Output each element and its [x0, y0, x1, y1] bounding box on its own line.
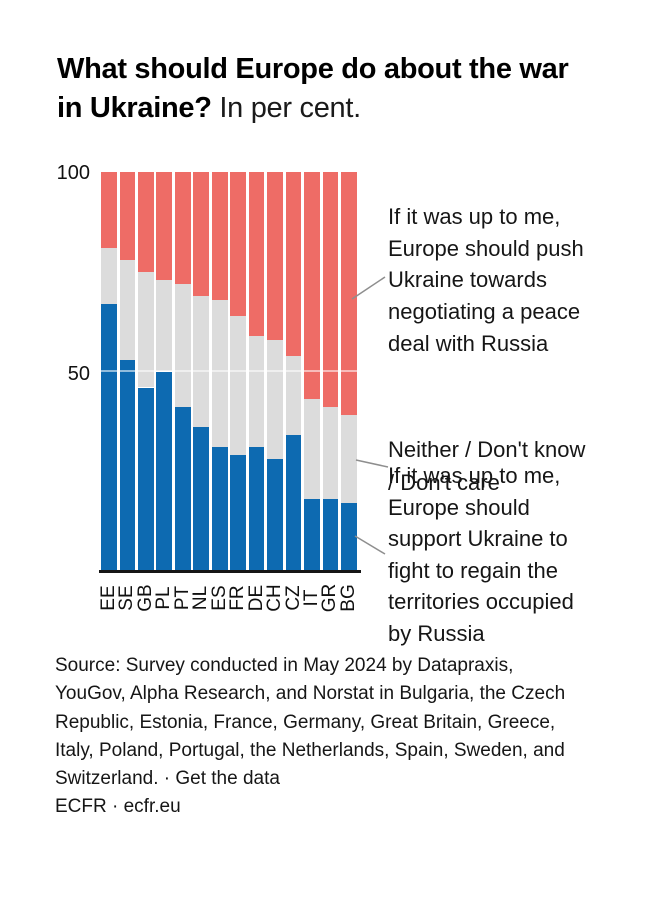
bar-segment-CH-negotiate — [267, 172, 283, 340]
annotation-negotiate: If it was up to me, Europe should push U… — [388, 204, 584, 356]
bar-segment-EE-neither — [101, 247, 117, 304]
x-axis-baseline — [99, 570, 361, 573]
bar-segment-GB-fight — [137, 387, 154, 571]
bar-segment-PL-neither — [156, 279, 173, 372]
bar-segment-EE-fight — [101, 303, 117, 571]
bar-segment-BG-neither — [341, 415, 357, 504]
bar-segment-GR-negotiate — [322, 172, 339, 408]
bar-segment-PL-negotiate — [156, 172, 173, 280]
x-axis-label-BG: BG — [337, 584, 359, 612]
chart-title: What should Europe do about the war in U… — [57, 50, 632, 128]
bar-segment-FR-negotiate — [230, 172, 246, 316]
bar-segment-DE-fight — [248, 447, 265, 571]
y-axis-tick-100: 100 — [56, 162, 90, 184]
source-text: Source: Survey conducted in May 2024 by … — [55, 655, 566, 761]
bar-segment-SE-fight — [119, 359, 136, 571]
annotation-neither: Neither / Don't know / Don't care — [388, 437, 586, 495]
source-last-line: Switzerland. · Get the data — [55, 765, 630, 793]
bar-segment-GB-neither — [137, 271, 154, 388]
bar-segment-IT-fight — [304, 499, 320, 571]
bar-segment-CZ-fight — [285, 435, 302, 571]
bar-segment-IT-neither — [304, 399, 320, 500]
bar-segment-PT-negotiate — [174, 172, 191, 284]
bar-segment-SE-negotiate — [119, 172, 136, 260]
bar-segment-GB-negotiate — [137, 172, 154, 272]
bar-segment-NL-fight — [193, 427, 210, 571]
bar-segment-DE-negotiate — [248, 172, 265, 336]
source-block: Source: Survey conducted in May 2024 by … — [55, 652, 630, 822]
bar-segment-PL-fight — [156, 371, 173, 571]
bar-segment-BG-fight — [341, 503, 357, 571]
bar-segment-SE-neither — [119, 259, 136, 360]
bar-segment-PT-fight — [174, 407, 191, 571]
gridline-50 — [100, 370, 360, 372]
bar-segment-IT-negotiate — [304, 172, 320, 400]
title-question: What should Europe do about the war in U… — [57, 53, 569, 124]
bar-segment-GR-neither — [322, 407, 339, 500]
y-axis-tick-50: 50 — [67, 363, 90, 385]
bar-segment-CZ-negotiate — [285, 172, 302, 356]
bar-segment-BG-negotiate — [341, 172, 357, 416]
bar-segment-PT-neither — [174, 283, 191, 408]
title-unit: In per cent. — [219, 92, 361, 124]
bar-segment-FR-neither — [230, 315, 246, 456]
ecfr-footer: ECFR · ecfr.eu — [55, 796, 181, 818]
bar-segment-EE-negotiate — [101, 172, 117, 248]
bar-segment-GR-fight — [322, 499, 339, 571]
source-last-line-prefix: Switzerland. · — [55, 768, 176, 790]
bar-segment-CH-fight — [267, 459, 283, 571]
bar-segment-ES-negotiate — [211, 172, 228, 300]
bar-segment-DE-neither — [248, 335, 265, 448]
annotation-fight: If it was up to me, Europe should suppor… — [388, 463, 574, 646]
get-the-data-link[interactable]: Get the data — [175, 768, 280, 790]
bar-segment-CZ-neither — [285, 355, 302, 436]
bar-segment-ES-neither — [211, 299, 228, 448]
bar-segment-CH-neither — [267, 339, 283, 460]
bar-segment-ES-fight — [211, 447, 228, 571]
bar-segment-NL-neither — [193, 295, 210, 428]
bar-segment-NL-negotiate — [193, 172, 210, 296]
bar-segment-FR-fight — [230, 455, 246, 571]
